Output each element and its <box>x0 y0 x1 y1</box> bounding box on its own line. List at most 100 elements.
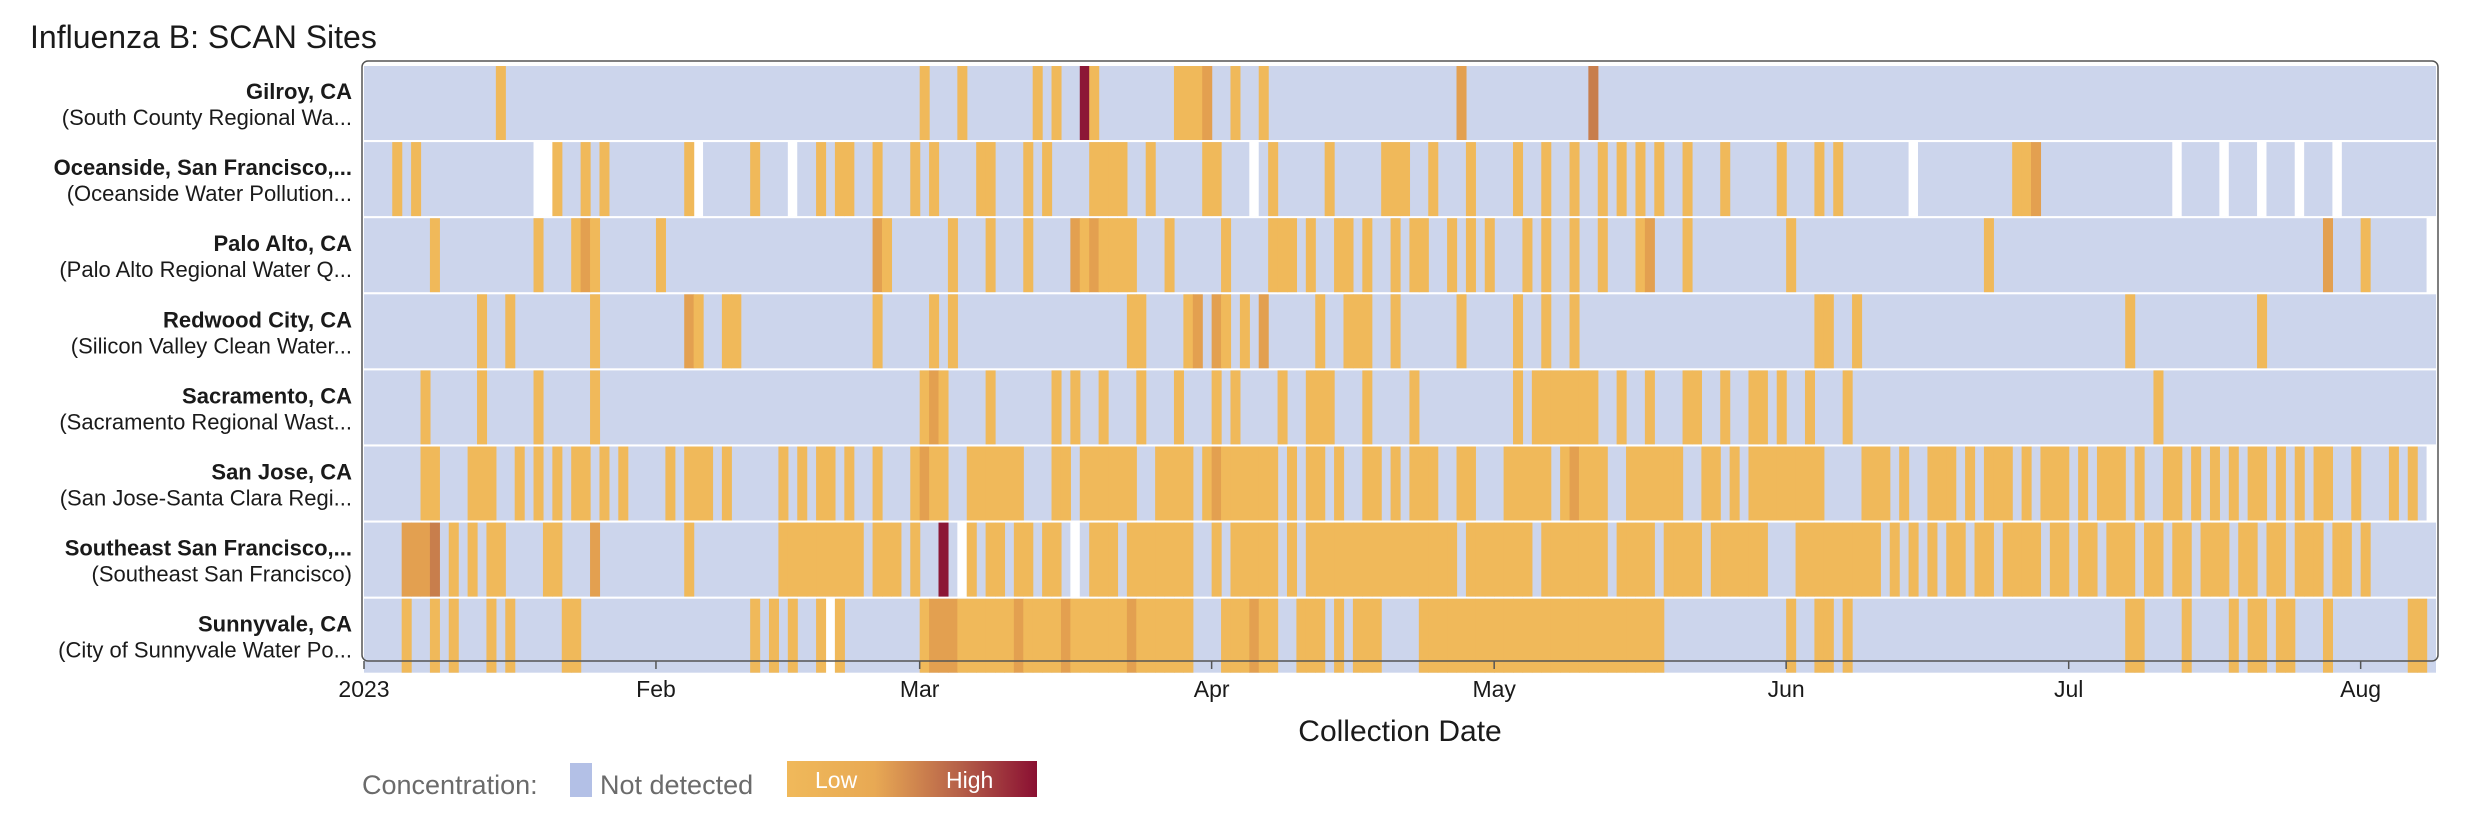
detection-cell <box>1663 446 1674 521</box>
detection-cell <box>1607 598 1618 673</box>
detection-cell <box>1786 446 1797 521</box>
missing-sample-gap <box>1908 141 1918 218</box>
detection-cell <box>1757 370 1768 445</box>
detection-cell <box>1211 294 1222 369</box>
detection-cell <box>1352 598 1363 673</box>
detection-cell <box>1635 218 1646 293</box>
detection-cell <box>486 522 497 597</box>
detection-cell <box>1729 522 1740 597</box>
detection-cell <box>571 446 582 521</box>
detection-cell <box>1098 446 1109 521</box>
detection-cell <box>872 522 883 597</box>
detection-cell <box>1089 218 1100 293</box>
detection-cell <box>590 522 601 597</box>
detection-cell <box>1173 522 1184 597</box>
detection-cell <box>1230 522 1241 597</box>
detection-cell <box>947 294 958 369</box>
detection-cell <box>910 522 921 597</box>
detection-cell <box>995 446 1006 521</box>
detection-cell <box>684 142 695 217</box>
missing-sample-gap <box>2332 141 2342 218</box>
detection-cell <box>1334 218 1345 293</box>
detection-cell <box>2275 598 2286 673</box>
detection-cell <box>2304 522 2315 597</box>
detection-cell <box>2002 522 2013 597</box>
missing-sample-gap <box>1070 521 1080 598</box>
detection-cell <box>1578 446 1589 521</box>
detection-cell <box>429 522 440 597</box>
detection-cell <box>1983 522 1994 597</box>
detection-cell <box>1484 522 1495 597</box>
detection-cell <box>1965 446 1976 521</box>
detection-cell <box>420 446 431 521</box>
detection-cell <box>1946 446 1957 521</box>
site-name-label: Redwood City, CA <box>163 307 352 332</box>
detection-cell <box>1626 446 1637 521</box>
detection-cell <box>1173 446 1184 521</box>
detection-cell <box>1211 522 1222 597</box>
site-name-label: Gilroy, CA <box>246 79 352 104</box>
detection-cell <box>1456 294 1467 369</box>
detection-cell <box>495 522 506 597</box>
detection-cell <box>1456 598 1467 673</box>
detection-cell <box>477 446 488 521</box>
detection-cell <box>1032 598 1043 673</box>
detection-cell <box>1842 522 1853 597</box>
detection-cell <box>2049 522 2060 597</box>
detection-cell <box>1042 522 1053 597</box>
detection-cell <box>1814 446 1825 521</box>
detection-cell <box>2125 522 2136 597</box>
detection-cell <box>1126 218 1137 293</box>
site-plant-label: (South County Regional Wa... <box>62 105 352 130</box>
legend-gradient-bar <box>787 761 1037 797</box>
detection-cell <box>1456 446 1467 521</box>
detection-cell <box>1286 218 1297 293</box>
missing-sample-gap <box>957 521 967 598</box>
detection-cell <box>947 218 958 293</box>
detection-cell <box>2341 522 2352 597</box>
detection-cell <box>1381 142 1392 217</box>
detection-cell <box>1654 598 1665 673</box>
detection-cell <box>1230 598 1241 673</box>
detection-cell <box>1795 446 1806 521</box>
detection-cell <box>1324 522 1335 597</box>
detection-cell <box>1682 522 1693 597</box>
detection-cell <box>1550 522 1561 597</box>
detection-cell <box>1108 218 1119 293</box>
detection-cell <box>1541 142 1552 217</box>
detection-cell <box>1776 446 1787 521</box>
detection-cell <box>1334 522 1345 597</box>
detection-cell <box>1108 446 1119 521</box>
detection-cell <box>1202 446 1213 521</box>
detection-cell <box>976 142 987 217</box>
missing-sample-gap <box>787 141 798 218</box>
detection-cell <box>731 294 742 369</box>
detection-cell <box>2059 446 2070 521</box>
detection-cell <box>1305 598 1316 673</box>
detection-cell <box>1268 598 1279 673</box>
detection-cell <box>1089 522 1100 597</box>
x-tick-label: Mar <box>900 676 940 702</box>
detection-cell <box>1324 370 1335 445</box>
missing-sample-gap <box>2172 141 2182 218</box>
detection-cell <box>1635 142 1646 217</box>
detection-cell <box>1211 446 1222 521</box>
detection-cell <box>1013 598 1024 673</box>
detection-cell <box>2257 598 2268 673</box>
detection-cell <box>392 142 403 217</box>
detection-cell <box>1513 142 1524 217</box>
detection-cell <box>2257 446 2268 521</box>
detection-cell <box>1258 598 1269 673</box>
detection-cell <box>2313 446 2324 521</box>
detection-cell <box>401 522 412 597</box>
missing-sample-gap <box>2219 141 2229 218</box>
detection-cell <box>1626 522 1637 597</box>
detection-cell <box>1362 598 1373 673</box>
detection-cell <box>2031 522 2042 597</box>
detection-cell <box>1550 370 1561 445</box>
site-name-label: Sunnyvale, CA <box>198 612 352 637</box>
site-row <box>364 294 2436 369</box>
detection-cell <box>825 446 836 521</box>
detection-cell <box>2002 446 2013 521</box>
detection-cell <box>1409 370 1420 445</box>
